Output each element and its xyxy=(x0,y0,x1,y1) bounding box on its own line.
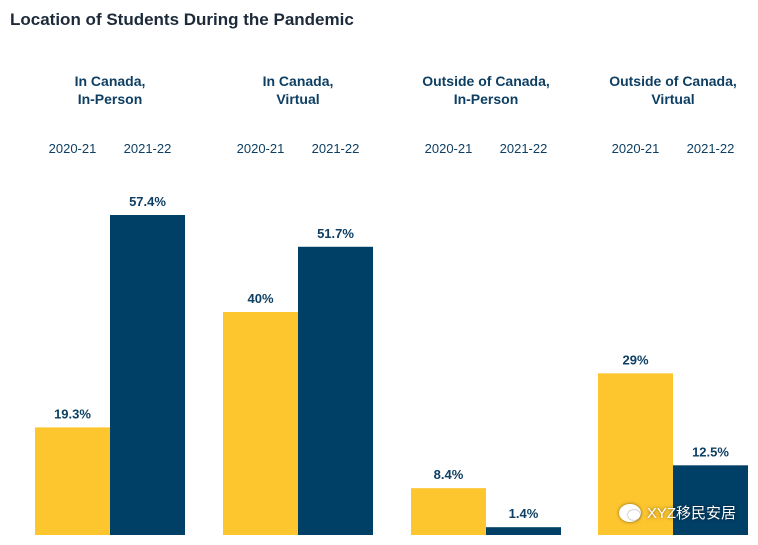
bar-series-2 xyxy=(110,215,185,535)
value-label: 19.3% xyxy=(54,406,91,421)
year-label: 2021-22 xyxy=(500,141,548,156)
bar-series-2 xyxy=(673,465,748,535)
year-label: 2020-21 xyxy=(237,141,285,156)
group-label: Virtual xyxy=(651,91,694,107)
group-label: Virtual xyxy=(276,91,319,107)
group-label: Outside of Canada, xyxy=(422,73,550,89)
year-label: 2021-22 xyxy=(687,141,735,156)
year-label: 2020-21 xyxy=(49,141,97,156)
year-label: 2021-22 xyxy=(124,141,172,156)
bar-series-2 xyxy=(298,246,373,535)
bar-series-1 xyxy=(35,427,110,535)
value-label: 1.4% xyxy=(509,506,539,521)
group-label: In Canada, xyxy=(263,73,334,89)
bar-series-1 xyxy=(411,488,486,535)
value-label: 57.4% xyxy=(129,194,166,209)
bar-series-1 xyxy=(223,312,298,535)
watermark: XYZ移民安居 xyxy=(618,502,736,523)
wechat-icon xyxy=(618,503,641,522)
group-label: In-Person xyxy=(454,91,519,107)
group-label: In-Person xyxy=(78,91,143,107)
watermark-text: XYZ移民安居 xyxy=(646,505,736,522)
group-label: In Canada, xyxy=(75,73,146,89)
year-label: 2020-21 xyxy=(425,141,473,156)
value-label: 51.7% xyxy=(317,226,354,241)
value-label: 8.4% xyxy=(434,467,464,482)
value-label: 12.5% xyxy=(692,444,729,459)
value-label: 40% xyxy=(247,291,273,306)
value-label: 29% xyxy=(622,352,648,367)
chart-title: Location of Students During the Pandemic xyxy=(10,10,354,29)
group-label: Outside of Canada, xyxy=(609,73,737,89)
bar-series-2 xyxy=(486,527,561,535)
year-label: 2020-21 xyxy=(612,141,660,156)
year-label: 2021-22 xyxy=(312,141,360,156)
